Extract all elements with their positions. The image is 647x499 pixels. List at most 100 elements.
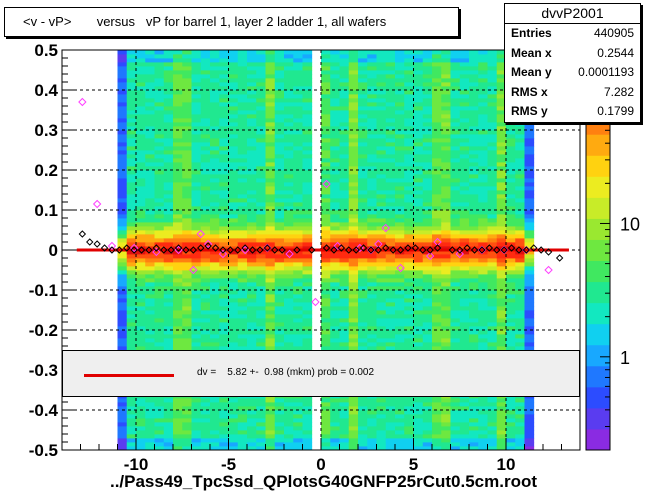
heatmap-cell [191, 158, 202, 163]
heatmap-cell [126, 414, 137, 419]
heatmap-cell [459, 126, 470, 131]
heatmap-cell [478, 410, 488, 415]
heatmap-cell [117, 166, 128, 171]
heatmap-cell [450, 150, 461, 155]
heatmap-cell [358, 50, 368, 55]
heatmap-cell [210, 210, 220, 215]
heatmap-cell [339, 58, 350, 63]
heatmap-cell [367, 194, 377, 199]
heatmap-cell [237, 314, 248, 319]
heatmap-cell [524, 330, 535, 335]
heatmap-cell [293, 138, 303, 143]
heatmap-cell [210, 298, 220, 303]
heatmap-cell [422, 106, 433, 111]
heatmap-cell [219, 402, 229, 407]
heatmap-cell [487, 98, 498, 103]
heatmap-cell [126, 270, 137, 275]
heatmap-cell [524, 226, 535, 231]
heatmap-cell [330, 62, 340, 67]
heatmap-cell [265, 418, 276, 423]
heatmap-cell [385, 422, 396, 427]
heatmap-cell [210, 70, 220, 75]
heatmap-cell [404, 58, 414, 63]
heatmap-cell [376, 58, 387, 63]
heatmap-cell [376, 294, 387, 299]
heatmap-cell [450, 182, 461, 187]
heatmap-cell [293, 106, 303, 111]
color-scale-bin [586, 176, 610, 198]
heatmap-cell [284, 442, 294, 447]
heatmap-cell [524, 270, 535, 275]
heatmap-cell [293, 298, 303, 303]
heatmap-cell [284, 170, 294, 175]
heatmap-cell [422, 162, 433, 167]
heatmap-cell [459, 442, 470, 447]
heatmap-cell [432, 326, 442, 331]
heatmap-cell [524, 258, 535, 263]
heatmap-cell [126, 438, 137, 443]
heatmap-cell [136, 166, 146, 171]
heatmap-cell [247, 58, 257, 63]
heatmap-cell [284, 326, 294, 331]
heatmap-cell [163, 430, 174, 435]
heatmap-cell [200, 278, 211, 283]
heatmap-cell [367, 74, 377, 79]
heatmap-cell [274, 346, 285, 351]
heatmap-cell [265, 58, 276, 63]
heatmap-cell [348, 190, 359, 195]
heatmap-cell [395, 302, 405, 307]
heatmap-cell [469, 222, 479, 227]
heatmap-cell [228, 182, 239, 187]
heatmap-cell [524, 434, 535, 439]
heatmap-cell [404, 178, 414, 183]
heatmap-cell [163, 70, 174, 75]
heatmap-cell [265, 398, 276, 403]
heatmap-cell [145, 194, 155, 199]
heatmap-cell [496, 50, 507, 55]
heatmap-cell [469, 170, 479, 175]
heatmap-cell [441, 414, 451, 419]
heatmap-cell [478, 190, 488, 195]
heatmap-cell [228, 146, 239, 151]
heatmap-cell [358, 126, 368, 131]
heatmap-cell [515, 198, 525, 203]
profile-point-magenta [396, 263, 405, 273]
heatmap-cell [432, 238, 442, 243]
heatmap-cell [385, 262, 396, 267]
heatmap-cell [330, 334, 340, 339]
heatmap-cell [358, 322, 368, 327]
heatmap-cell [367, 86, 377, 91]
heatmap-cell [163, 322, 174, 327]
heatmap-cell [228, 122, 239, 127]
heatmap-cell [422, 442, 433, 447]
heatmap-cell [163, 414, 174, 419]
heatmap-cell [496, 242, 507, 247]
heatmap-cell [284, 194, 294, 199]
heatmap-cell [469, 426, 479, 431]
heatmap-cell [136, 90, 146, 95]
profile-point [197, 244, 205, 252]
heatmap-cell [210, 438, 220, 443]
heatmap-cell [385, 54, 396, 59]
heatmap-cell [173, 94, 183, 99]
heatmap-cell [126, 98, 137, 103]
heatmap-cell [145, 54, 155, 59]
heatmap-cell [432, 306, 442, 311]
heatmap-cell [210, 330, 220, 335]
heatmap-cell [117, 118, 128, 123]
heatmap-cell [506, 134, 516, 139]
heatmap-cell [367, 78, 377, 83]
heatmap-cell [136, 138, 146, 143]
heatmap-cell [339, 222, 350, 227]
heatmap-cell [515, 166, 525, 171]
heatmap-cell [506, 198, 516, 203]
heatmap-cell [469, 338, 479, 343]
heatmap-cell [321, 310, 331, 315]
heatmap-cell [145, 102, 155, 107]
heatmap-cell [117, 146, 128, 151]
heatmap-cell [302, 238, 313, 243]
heatmap-cell [136, 258, 146, 263]
heatmap-cell [265, 430, 276, 435]
heatmap-cell [117, 154, 128, 159]
heatmap-cell [247, 414, 257, 419]
